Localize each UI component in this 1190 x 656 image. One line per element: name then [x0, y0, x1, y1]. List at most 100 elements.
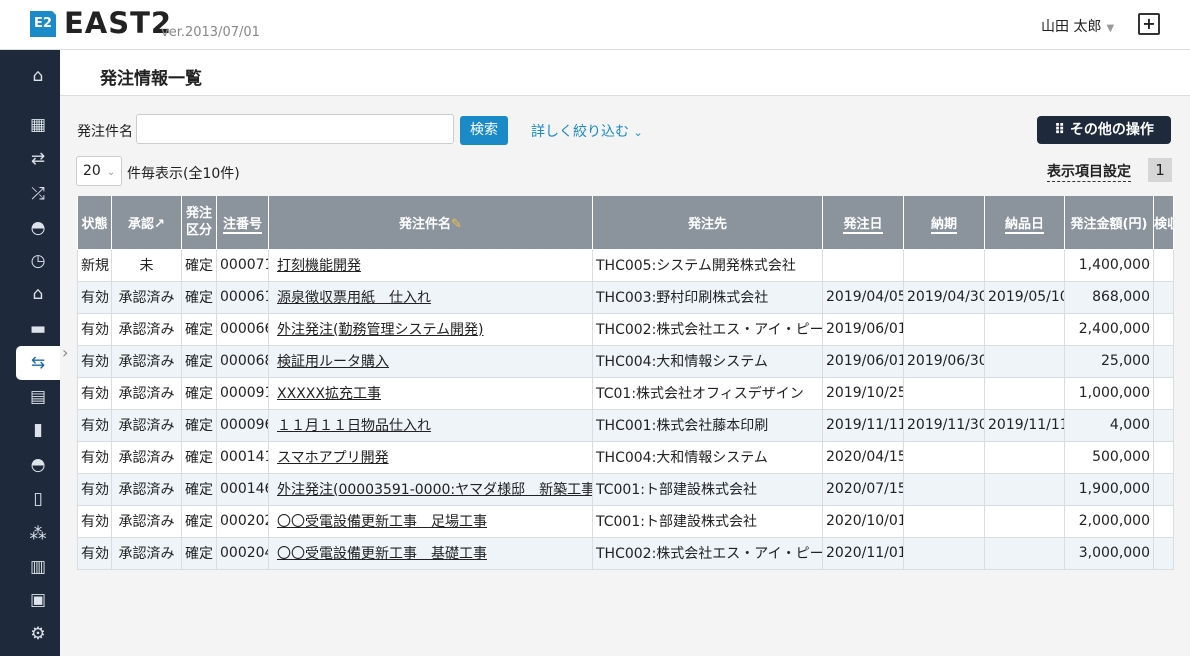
organization-icon[interactable]: ⁂: [29, 524, 47, 544]
column-header[interactable]: 発注日: [822, 196, 904, 250]
table-cell: 承認済み: [111, 472, 182, 506]
table-cell: 4,000: [1064, 408, 1154, 442]
table-cell: 有効: [77, 312, 112, 346]
shuffle-icon[interactable]: ⤮: [31, 184, 45, 204]
table-cell: 2019/11/30: [903, 408, 985, 442]
table-cell: 確定: [181, 472, 217, 506]
column-header-label: 発注件名: [399, 216, 452, 232]
table-row[interactable]: 有効 承認済み 確定 000204 〇〇受電設備更新工事 基礎工事 THC002:株式会社…: [77, 536, 1174, 570]
dashboard-icon[interactable]: ▦: [29, 115, 47, 135]
table-cell: [903, 376, 985, 410]
order-name-link[interactable]: １１月１１日物品仕入れ: [277, 418, 431, 434]
order-name-link[interactable]: 〇〇受電設備更新工事 基礎工事: [277, 546, 487, 562]
clock-icon[interactable]: ◷: [30, 251, 46, 271]
caret-down-icon: ▼: [1106, 23, 1115, 34]
report-icon[interactable]: ▣: [29, 590, 47, 610]
order-name-input[interactable]: [136, 114, 454, 144]
order-name-link[interactable]: 源泉徴収票用紙 仕入れ: [277, 290, 431, 306]
estimate-icon[interactable]: ◓: [30, 218, 46, 238]
advanced-filter-link[interactable]: 詳しく絞り込む ⌄: [531, 121, 643, 141]
table-cell: 確定: [181, 536, 217, 570]
column-header[interactable]: 納品日: [984, 196, 1065, 250]
order-icon[interactable]: ⇆: [16, 346, 60, 380]
expand-sidebar-icon[interactable]: ›: [62, 343, 69, 362]
table-cell: [1153, 408, 1174, 442]
per-page-select[interactable]: 20 ⌄: [76, 156, 122, 186]
calculator-icon[interactable]: ▤: [29, 387, 47, 407]
table-row[interactable]: 新規未確定 000071 打刻機能開発 THC005:システム開発株式会社 1,400,…: [77, 248, 1174, 282]
table-cell: 有効: [77, 408, 112, 442]
external-link-icon[interactable]: ↗: [154, 216, 165, 232]
table-row[interactable]: 有効 承認済み 確定 000091 XXXXX拡充工事 TC01:株式会社オフィスデザイン…: [77, 376, 1174, 410]
table-cell: [984, 376, 1065, 410]
column-header: 発注区分: [181, 196, 217, 250]
user-menu[interactable]: 山田 太郎 ▼: [1041, 16, 1114, 36]
warehouse-icon[interactable]: ⌂: [32, 284, 44, 304]
column-header[interactable]: 発注件名✎: [268, 196, 593, 250]
table-cell: 確定: [181, 376, 217, 410]
table-cell: THC004:大和情報システム: [592, 440, 823, 474]
home-icon[interactable]: ⌂: [32, 66, 44, 86]
table-row[interactable]: 有効 承認済み 確定 000146 外注発注(00003591-0000:ヤマダ様邸 新…: [77, 472, 1174, 506]
order-name-link[interactable]: 打刻機能開発: [277, 258, 361, 274]
transfer-icon[interactable]: ⇄: [30, 149, 46, 169]
table-row[interactable]: 有効 承認済み 確定 000068 検証用ルータ購入 THC004:大和情報システム 201…: [77, 344, 1174, 378]
order-name-link[interactable]: 外注発注(00003591-0000:ヤマダ様邸 新築工事): [277, 482, 593, 498]
table-cell: [1153, 376, 1174, 410]
document-icon[interactable]: ▯: [33, 489, 43, 509]
table-cell: THC002:株式会社エス・アイ・ピー: [592, 536, 823, 570]
vehicle-icon[interactable]: ▬: [29, 319, 47, 339]
table-cell: [1153, 248, 1174, 282]
table-cell: THC001:株式会社藤本印刷: [592, 408, 823, 442]
table-cell: [1153, 344, 1174, 378]
column-settings-link[interactable]: 表示項目設定: [1047, 161, 1131, 182]
new-window-icon[interactable]: +: [1138, 13, 1160, 35]
order-name-link[interactable]: 〇〇受電設備更新工事 足場工事: [277, 514, 487, 530]
column-header-label: 納期: [930, 216, 957, 234]
column-header-label: 状態: [81, 216, 108, 232]
order-name-link[interactable]: スマホアプリ開発: [277, 450, 389, 466]
column-header: 承認↗: [111, 196, 182, 250]
table-cell: 有効: [77, 536, 112, 570]
table-cell: 承認済み: [111, 536, 182, 570]
table-cell: 承認済み: [111, 504, 182, 538]
edit-icon[interactable]: ✎: [451, 216, 462, 232]
table-row[interactable]: 有効 承認済み 確定 000141 スマホアプリ開発 THC004:大和情報システム 202…: [77, 440, 1174, 474]
table-cell: [984, 472, 1065, 506]
table-row[interactable]: 有効 承認済み 確定 000066 外注発注(勤務管理システム開発) THC002:株式会…: [77, 312, 1174, 346]
settings-icon[interactable]: ⚙: [30, 624, 46, 644]
chart-icon[interactable]: ▮: [33, 420, 43, 440]
order-name-link[interactable]: 外注発注(勤務管理システム開発): [277, 322, 484, 338]
column-header[interactable]: 納期: [903, 196, 985, 250]
table-cell: 有効: [77, 472, 112, 506]
table-cell: TC01:株式会社オフィスデザイン: [592, 376, 823, 410]
table-cell: 2019/11/11: [984, 408, 1065, 442]
table-row[interactable]: 有効 承認済み 確定 000061 源泉徴収票用紙 仕入れ THC003:野村印刷株式会社…: [77, 280, 1174, 314]
column-header[interactable]: 注番号: [216, 196, 269, 250]
support-icon[interactable]: ◓: [30, 455, 46, 475]
other-operations-label: その他の操作: [1069, 122, 1154, 138]
table-cell: 確定: [181, 504, 217, 538]
table-cell: 2019/10/25: [822, 376, 904, 410]
table-cell: 承認済み: [111, 440, 182, 474]
search-button[interactable]: 検索: [460, 116, 508, 145]
table-row[interactable]: 有効 承認済み 確定 000202 〇〇受電設備更新工事 足場工事 TC001:ト部建設株…: [77, 504, 1174, 538]
grid-dots-icon: ⠿: [1054, 122, 1066, 138]
column-header-label: 発注日: [843, 216, 883, 234]
table-cell: TC001:ト部建設株式会社: [592, 472, 823, 506]
table-row[interactable]: 有効 承認済み 確定 000096 １１月１１日物品仕入れ THC001:株式会社藤本印刷…: [77, 408, 1174, 442]
table-cell: [903, 472, 985, 506]
calendar-icon[interactable]: ▥: [29, 557, 47, 577]
order-name-link[interactable]: XXXXX拡充工事: [277, 386, 381, 402]
table-cell: THC003:野村印刷株式会社: [592, 280, 823, 314]
page-1-button[interactable]: 1: [1148, 158, 1172, 182]
other-operations-button[interactable]: ⠿ その他の操作: [1037, 116, 1171, 144]
table-cell: THC002:株式会社エス・アイ・ピー: [592, 312, 823, 346]
column-header-label: 承認: [128, 216, 155, 232]
table-cell: [1153, 536, 1174, 570]
order-name-link[interactable]: 検証用ルータ購入: [277, 354, 389, 370]
column-header: 発注金額(円): [1064, 196, 1154, 250]
search-label: 発注件名: [77, 124, 133, 140]
table-cell: 1,900,000: [1064, 472, 1154, 506]
